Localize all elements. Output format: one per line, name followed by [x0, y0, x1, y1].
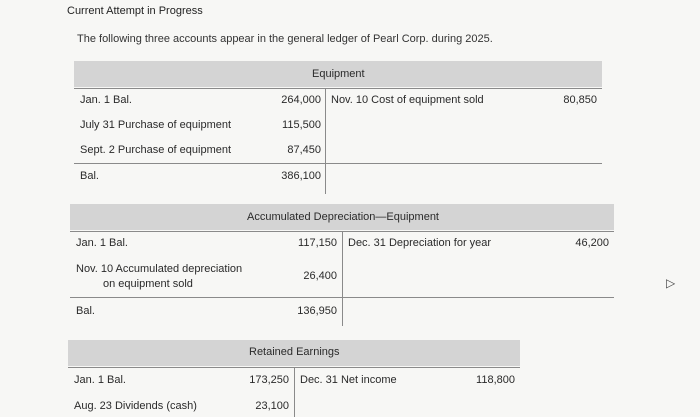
- account-header: [70, 204, 614, 230]
- account-title: Equipment: [312, 68, 365, 80]
- debit-label: Jan. 1 Bal.: [74, 374, 126, 386]
- balance-label: Bal.: [76, 305, 95, 317]
- balance-amount: 136,950: [297, 305, 337, 317]
- credit-label: Nov. 10 Cost of equipment sold: [331, 94, 484, 106]
- debit-label: Nov. 10 Accumulated depreciation: [76, 263, 243, 275]
- t-account-divider: [342, 231, 343, 326]
- credit-amount: 118,800: [476, 374, 515, 386]
- divider: [74, 88, 602, 89]
- debit-label: Jan. 1 Bal.: [76, 237, 128, 249]
- t-account-divider: [294, 367, 295, 417]
- balance-line: [74, 163, 602, 164]
- debit-amount: 115,500: [282, 119, 321, 131]
- debit-label: July 31 Purchase of equipment: [80, 119, 232, 131]
- account-title: Retained Earnings: [249, 346, 340, 358]
- debit-amount: 117,150: [298, 237, 337, 249]
- account-title: Accumulated Depreciation—Equipment: [247, 211, 439, 223]
- mouse-cursor-icon: ▷: [666, 276, 676, 290]
- credit-amount: 80,850: [563, 94, 597, 106]
- debit-amount: 26,400: [303, 270, 337, 282]
- debit-label: Jan. 1 Bal.: [80, 94, 132, 106]
- balance-line: [70, 297, 614, 298]
- debit-label-continued: on equipment sold: [103, 278, 193, 290]
- account-header: [74, 61, 602, 87]
- debit-amount: 87,450: [287, 144, 321, 156]
- intro-text: The following three accounts appear in t…: [77, 33, 493, 45]
- debit-label: Sept. 2 Purchase of equipment: [80, 144, 232, 156]
- t-account-divider: [325, 88, 326, 194]
- credit-amount: 46,200: [575, 237, 609, 249]
- debit-amount: 264,000: [281, 94, 321, 106]
- credit-label: Dec. 31 Depreciation for year: [348, 237, 492, 249]
- balance-label: Bal.: [80, 170, 99, 182]
- page-title: Current Attempt in Progress: [67, 5, 203, 17]
- debit-amount: 173,250: [249, 374, 289, 386]
- debit-amount: 23,100: [255, 400, 289, 412]
- debit-label: Aug. 23 Dividends (cash): [74, 400, 197, 412]
- credit-label: Dec. 31 Net income: [300, 374, 397, 386]
- account-header: [68, 340, 520, 366]
- balance-amount: 386,100: [281, 170, 321, 182]
